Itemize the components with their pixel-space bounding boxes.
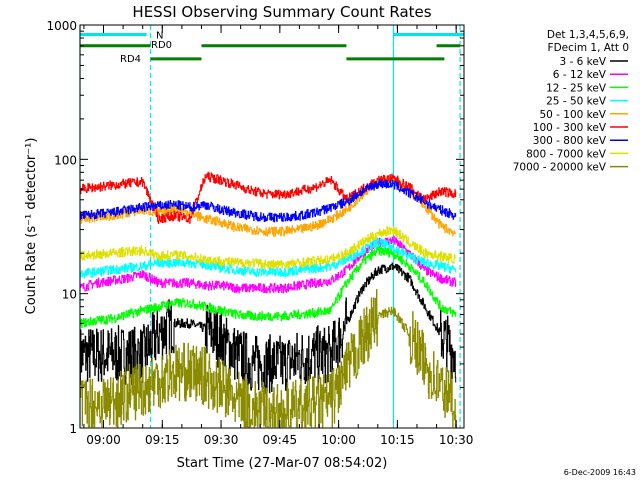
legend-label-7: 800 - 7000 keV (526, 148, 607, 160)
legend: Det 1,3,4,5,6,9, FDecim 1, Att 0 3 - 6 k… (513, 29, 629, 174)
legend-label-3: 25 - 50 keV (546, 96, 607, 108)
series-line-1 (79, 235, 457, 294)
x-tick-label-5: 10:15 (380, 433, 415, 447)
time-bar-label-n: N (156, 30, 163, 41)
x-tick-label-1: 09:15 (145, 433, 180, 447)
time-bar-label-rd4: RD4 (120, 54, 141, 65)
x-tick-label-0: 09:00 (86, 433, 121, 447)
y-tick-label-1: 10 (62, 288, 77, 302)
series-line-8 (79, 289, 457, 429)
series-line-6 (79, 179, 457, 223)
y-tick-label-3: 1000 (46, 19, 77, 33)
legend-label-0: 3 - 6 keV (559, 56, 606, 68)
series-line-4 (79, 175, 457, 237)
y-tick-label-0: 1 (69, 422, 77, 436)
x-axis-label: Start Time (27-Mar-07 08:54:02) (177, 456, 388, 471)
legend-header-line-2: FDecim 1, Att 0 (548, 42, 629, 54)
plot-frame (79, 24, 465, 429)
series-line-5 (79, 171, 457, 224)
x-tick-label-6: 10:30 (439, 433, 474, 447)
series-line-7 (79, 225, 457, 270)
legend-label-2: 12 - 25 keV (546, 82, 607, 94)
legend-label-8: 7000 - 20000 keV (513, 162, 607, 174)
y-axis-label: Count Rate (s⁻¹ detector⁻¹) (24, 138, 39, 315)
series-line-2 (79, 245, 457, 329)
legend-header-line-1: Det 1,3,4,5,6,9, (547, 29, 629, 41)
legend-label-1: 6 - 12 keV (553, 69, 607, 81)
footer-date: 6-Dec-2009 16:43 (564, 468, 636, 477)
axes: 09:00 09:15 09:30 09:45 10:00 10:15 10:30 1 10 10… (46, 19, 473, 447)
legend-label-6: 300 - 800 keV (533, 135, 607, 147)
legend-label-5: 100 - 300 keV (533, 122, 607, 134)
chart-title: HESSI Observing Summary Count Rates (132, 3, 431, 21)
x-tick-label-2: 09:30 (204, 433, 239, 447)
x-tick-label-4: 10:00 (321, 433, 356, 447)
y-tick-label-2: 100 (54, 153, 77, 167)
x-tick-label-3: 09:45 (263, 433, 298, 447)
series-line-3 (79, 237, 457, 279)
legend-label-4: 50 - 100 keV (539, 109, 606, 121)
time-bar-label-rd0: RD0 (151, 40, 172, 51)
